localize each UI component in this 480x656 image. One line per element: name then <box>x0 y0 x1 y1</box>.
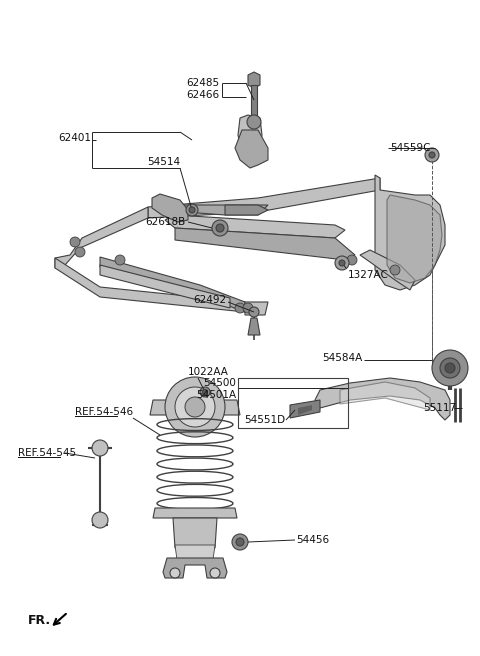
Circle shape <box>335 256 349 270</box>
Polygon shape <box>148 178 380 218</box>
Circle shape <box>425 148 439 162</box>
Polygon shape <box>165 215 345 238</box>
Polygon shape <box>152 194 188 222</box>
Circle shape <box>212 220 228 236</box>
Polygon shape <box>158 195 268 215</box>
Circle shape <box>170 568 180 578</box>
Polygon shape <box>251 85 257 120</box>
Circle shape <box>249 307 259 317</box>
Circle shape <box>232 534 248 550</box>
Circle shape <box>339 260 345 266</box>
Circle shape <box>175 387 215 427</box>
Text: 54584A: 54584A <box>322 353 362 363</box>
Polygon shape <box>100 257 245 312</box>
Circle shape <box>165 377 225 437</box>
Text: 62466: 62466 <box>186 90 219 100</box>
Circle shape <box>75 247 85 257</box>
Polygon shape <box>150 400 240 415</box>
Text: REF.54-545: REF.54-545 <box>18 448 76 458</box>
Circle shape <box>186 204 198 216</box>
Circle shape <box>185 397 205 417</box>
Text: FR.: FR. <box>28 613 51 626</box>
Circle shape <box>216 224 224 232</box>
Circle shape <box>243 303 253 313</box>
Polygon shape <box>245 302 268 315</box>
Text: 54456: 54456 <box>296 535 329 545</box>
Text: 1327AC: 1327AC <box>348 270 389 280</box>
Circle shape <box>235 303 245 313</box>
Text: 62485: 62485 <box>186 78 219 88</box>
Polygon shape <box>55 207 148 268</box>
Circle shape <box>247 115 261 129</box>
Circle shape <box>236 538 244 546</box>
Text: 62401: 62401 <box>58 133 91 143</box>
Text: 1022AA: 1022AA <box>188 367 229 377</box>
Polygon shape <box>175 545 215 560</box>
Circle shape <box>115 255 125 265</box>
Circle shape <box>210 568 220 578</box>
Circle shape <box>445 363 455 373</box>
Text: 54514: 54514 <box>147 157 180 167</box>
Circle shape <box>347 255 357 265</box>
Polygon shape <box>175 228 355 260</box>
Text: 54551D: 54551D <box>244 415 285 425</box>
Polygon shape <box>153 508 237 518</box>
Circle shape <box>189 207 195 213</box>
Text: 55117: 55117 <box>423 403 456 413</box>
Polygon shape <box>248 318 260 335</box>
Text: REF.54-546: REF.54-546 <box>75 407 133 417</box>
Text: 54559C: 54559C <box>390 143 431 153</box>
Polygon shape <box>315 378 450 420</box>
Circle shape <box>432 350 468 386</box>
Polygon shape <box>225 205 268 215</box>
Polygon shape <box>375 175 445 290</box>
Polygon shape <box>340 382 430 410</box>
Polygon shape <box>290 400 320 418</box>
Polygon shape <box>100 265 230 308</box>
Circle shape <box>429 152 435 158</box>
Text: 54501A: 54501A <box>196 390 236 400</box>
Polygon shape <box>235 130 268 168</box>
Circle shape <box>70 237 80 247</box>
Polygon shape <box>238 115 262 165</box>
Polygon shape <box>163 558 227 578</box>
Polygon shape <box>248 72 260 88</box>
Circle shape <box>203 390 207 394</box>
Circle shape <box>440 358 460 378</box>
Polygon shape <box>55 258 245 312</box>
Polygon shape <box>298 405 312 415</box>
Circle shape <box>92 512 108 528</box>
Text: 54500: 54500 <box>203 378 236 388</box>
Polygon shape <box>360 250 415 290</box>
Text: 62492: 62492 <box>193 295 226 305</box>
Circle shape <box>200 387 210 397</box>
Circle shape <box>92 440 108 456</box>
Polygon shape <box>173 518 217 548</box>
Text: 62618B: 62618B <box>146 217 186 227</box>
Circle shape <box>390 265 400 275</box>
Polygon shape <box>387 195 442 283</box>
